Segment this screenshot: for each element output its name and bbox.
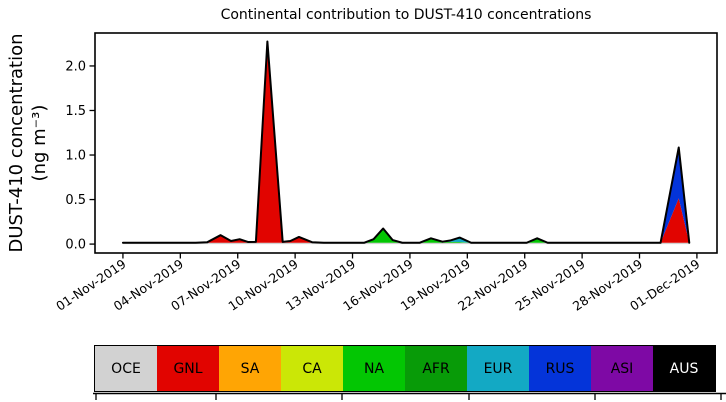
legend-item-gnl: GNL xyxy=(157,346,219,391)
legend-item-label: OCE xyxy=(111,360,141,377)
legend-item-oce: OCE xyxy=(95,346,157,391)
stacked-areas xyxy=(122,41,690,245)
legend-item-label: AFR xyxy=(422,360,450,377)
legend-item-label: SA xyxy=(240,360,260,377)
legend-item-rus: RUS xyxy=(529,346,591,391)
legend-item-label: EUR xyxy=(483,360,513,377)
total-line-path xyxy=(121,40,691,244)
legend-item-label: ASI xyxy=(610,360,634,377)
legend-item-ca: CA xyxy=(281,346,343,391)
legend-item-label: GNL xyxy=(173,360,203,377)
legend-item-label: RUS xyxy=(545,360,575,377)
x-axis-tick-labels: 01-Nov-201904-Nov-201907-Nov-201910-Nov-… xyxy=(53,256,702,314)
y-axis-label-line1: DUST-410 concentration xyxy=(6,33,27,253)
area-rus xyxy=(122,41,690,243)
chart-title: Continental contribution to DUST-410 con… xyxy=(220,7,592,23)
y-axis-label-line2: (ng m⁻³) xyxy=(29,104,50,182)
plot-border xyxy=(94,32,718,254)
x-axis-ticks xyxy=(122,253,698,259)
legend-item-label: NA xyxy=(363,360,385,377)
legend-item-aus: AUS xyxy=(653,346,715,391)
y-axis-tick-labels: 0.0 0.5 1.0 1.5 2.0 xyxy=(65,59,86,252)
legend-item-afr: AFR xyxy=(405,346,467,391)
y-tick-label: 2.0 xyxy=(65,59,86,74)
legend: OCE GNL SA CA NA AFR EUR RUS ASI AUS xyxy=(94,345,716,392)
legend-item-na: NA xyxy=(343,346,405,391)
cropped-next-panel-axis xyxy=(93,392,726,400)
y-tick-label: 1.5 xyxy=(65,104,86,119)
total-concentration-line xyxy=(121,40,691,244)
legend-item-label: CA xyxy=(302,360,322,377)
y-tick-label: 1.0 xyxy=(65,149,86,164)
legend-item-label: AUS xyxy=(669,360,699,377)
legend-item-asi: ASI xyxy=(591,346,653,391)
y-axis-ticks xyxy=(89,65,95,245)
legend-item-sa: SA xyxy=(219,346,281,391)
legend-item-eur: EUR xyxy=(467,346,529,391)
y-tick-label: 0.0 xyxy=(65,238,86,253)
y-axis-label: DUST-410 concentration (ng m⁻³) xyxy=(5,0,51,293)
area-na xyxy=(122,41,690,243)
area-gnl xyxy=(122,41,690,243)
y-tick-label: 0.5 xyxy=(65,193,86,208)
area-eur xyxy=(122,41,690,243)
